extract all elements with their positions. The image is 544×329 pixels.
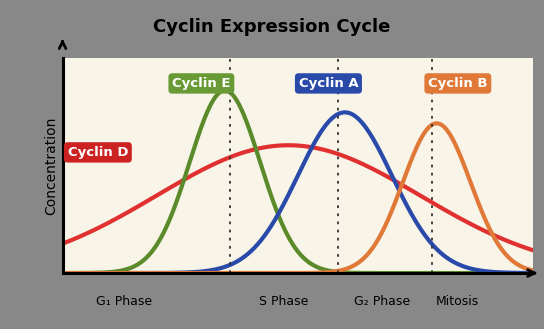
Text: Cyclin Expression Cycle: Cyclin Expression Cycle xyxy=(153,18,391,36)
Text: Cyclin B: Cyclin B xyxy=(428,77,487,90)
Text: G₁ Phase: G₁ Phase xyxy=(96,295,152,308)
Text: Cyclin D: Cyclin D xyxy=(67,146,128,159)
Text: S Phase: S Phase xyxy=(259,295,308,308)
Text: Cyclin E: Cyclin E xyxy=(172,77,231,90)
Text: Cyclin A: Cyclin A xyxy=(299,77,358,90)
Y-axis label: Concentration: Concentration xyxy=(45,116,58,215)
Text: Mitosis: Mitosis xyxy=(436,295,479,308)
Text: G₂ Phase: G₂ Phase xyxy=(355,295,411,308)
